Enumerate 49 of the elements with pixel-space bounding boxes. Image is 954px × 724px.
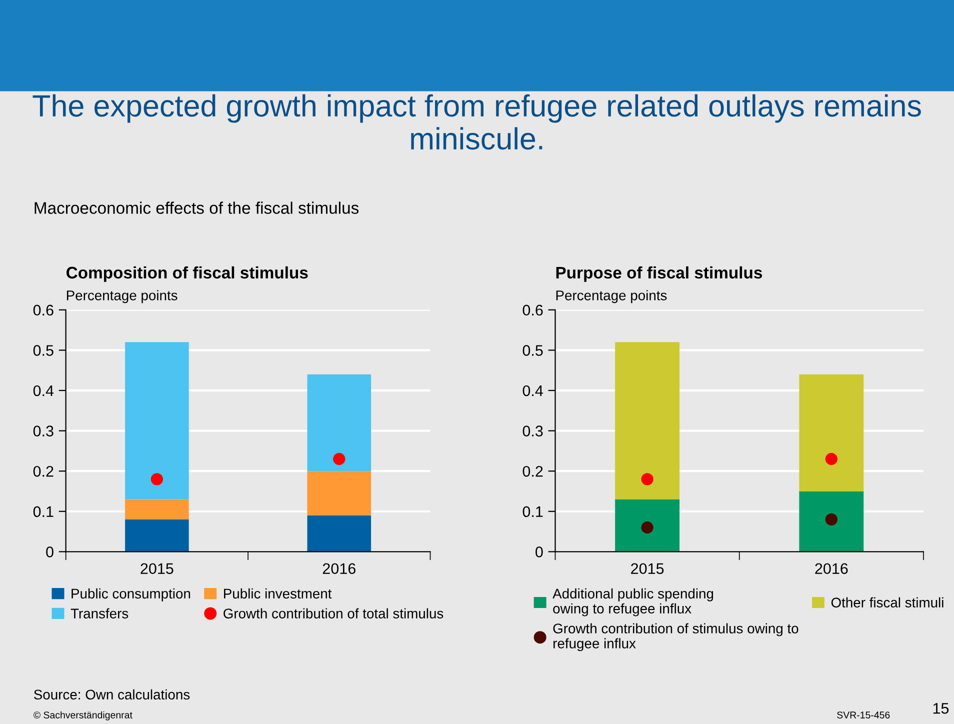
bar bbox=[799, 374, 864, 492]
y-tick-label: 0.3 bbox=[33, 426, 54, 436]
y-tick-label: 0.5 bbox=[33, 345, 54, 356]
x-tick-label: 2015 bbox=[140, 563, 174, 574]
chart-title: Purpose of fiscal stimulus bbox=[556, 266, 762, 282]
bar bbox=[307, 374, 372, 472]
y-axis-title: Percentage points bbox=[66, 290, 178, 304]
y-tick-label: 0 bbox=[46, 546, 54, 558]
legend-label: Public consumption bbox=[72, 588, 190, 602]
y-tick-label: 0.4 bbox=[522, 385, 543, 396]
y-tick-label: 0.6 bbox=[33, 304, 54, 316]
x-tick-label: 2015 bbox=[631, 563, 664, 574]
point bbox=[825, 513, 838, 526]
legend-label: Growth contribution of stimulus owing to refugee influx bbox=[553, 623, 798, 652]
y-tick-label: 0.1 bbox=[33, 506, 54, 518]
source-note: Source: Own calculations bbox=[34, 689, 190, 700]
y-tick-label: 0 bbox=[536, 546, 543, 558]
legend-label: Other fiscal stimuli bbox=[831, 597, 944, 608]
x-tick-label: 2016 bbox=[815, 563, 848, 574]
legend-label: Growth contribution of total stimulus bbox=[224, 608, 444, 618]
bar bbox=[307, 515, 372, 552]
text: The expected growth impact from refugee related outlays remains miniscule. bbox=[32, 94, 921, 150]
text: SVR-15-456 bbox=[837, 712, 890, 718]
y-tick-label: 0.3 bbox=[522, 426, 543, 436]
y-tick-label: 0.2 bbox=[522, 466, 543, 477]
text: Macroeconomic effects of the fiscal stimulus bbox=[34, 202, 359, 214]
bar bbox=[125, 519, 189, 552]
bar bbox=[307, 471, 372, 516]
chart-title: Composition of fiscal stimulus bbox=[66, 266, 308, 282]
bar bbox=[799, 491, 864, 552]
bar bbox=[125, 499, 189, 520]
y-tick-label: 0.1 bbox=[522, 506, 543, 518]
bar bbox=[125, 342, 189, 500]
legend-label: Public investment bbox=[224, 588, 332, 599]
text: 15 bbox=[933, 703, 949, 714]
y-tick-label: 0.2 bbox=[33, 466, 54, 477]
point bbox=[641, 473, 654, 486]
text: © Sachverständigenrat bbox=[34, 711, 132, 720]
y-tick-label: 0.5 bbox=[522, 345, 543, 356]
point bbox=[641, 521, 654, 534]
legend-label: Additional public spending owing to refugee influx bbox=[552, 588, 714, 616]
y-axis-title: Percentage points bbox=[556, 290, 667, 304]
x-tick-label: 2016 bbox=[322, 563, 356, 574]
bar bbox=[615, 499, 680, 552]
y-tick-label: 0.4 bbox=[33, 385, 54, 396]
legend-label: Transfers bbox=[70, 608, 128, 618]
point bbox=[825, 452, 838, 466]
bar bbox=[615, 342, 680, 500]
y-tick-label: 0.6 bbox=[522, 304, 543, 316]
